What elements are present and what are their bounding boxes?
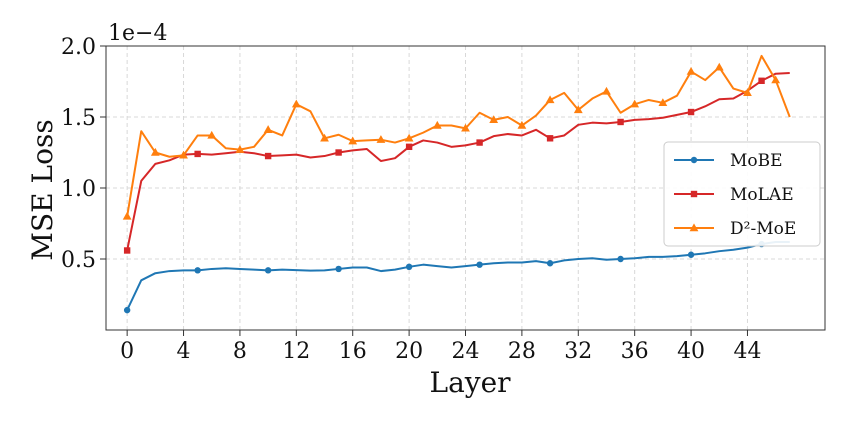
data-point-mobe <box>546 260 554 267</box>
data-point-d-moe <box>630 99 640 108</box>
data-point-d-moe <box>291 99 301 108</box>
data-point-d-moe <box>602 86 611 95</box>
data-point-d-moe <box>207 130 217 139</box>
x-tick-label: 28 <box>508 339 536 364</box>
y-tick-label: 1.0 <box>61 177 96 202</box>
data-point-d-moe <box>686 66 696 75</box>
x-tick-label: 0 <box>120 339 134 364</box>
data-point-d-moe <box>376 135 386 143</box>
data-point-d-moe <box>517 120 527 129</box>
x-tick-label: 44 <box>733 339 761 364</box>
data-point-d-moe <box>179 150 188 159</box>
x-tick-label: 8 <box>233 339 247 364</box>
data-point-molae <box>335 149 342 156</box>
data-point-d-moe <box>573 105 583 114</box>
legend-swatch-marker <box>689 223 699 232</box>
legend-label: MoBE <box>730 151 783 171</box>
data-point-d-moe <box>320 133 329 142</box>
data-point-mobe <box>405 263 413 271</box>
legend: MoBE MoLAE D²-MoE <box>663 141 821 247</box>
data-point-molae <box>546 135 554 142</box>
data-point-molae <box>405 143 413 151</box>
x-tick-label: 40 <box>677 339 705 364</box>
series-mobe <box>123 240 790 314</box>
series-d-moe <box>122 54 791 220</box>
data-point-d-moe <box>432 120 442 129</box>
data-point-d-moe <box>404 133 414 142</box>
data-point-d-moe <box>714 62 724 71</box>
series-lines <box>122 54 791 314</box>
data-point-d-moe <box>771 75 781 84</box>
legend-box <box>663 141 821 247</box>
y-axis-multiplier: 1e−4 <box>108 21 167 46</box>
data-point-molae <box>264 152 272 160</box>
axis-ticks: 0 4 8 12 16 20 24 28 32 36 40 44 0.5 1.0 1.5 2.0 <box>61 35 761 364</box>
x-axis-title: Layer <box>429 366 511 399</box>
series-line-mobe <box>126 240 790 311</box>
data-point-d-moe <box>235 145 245 153</box>
data-point-d-moe <box>489 115 499 124</box>
legend-item-mobe: MoBE <box>674 151 783 171</box>
data-point-mobe <box>194 267 201 274</box>
legend-swatch-marker <box>690 190 698 198</box>
data-point-mobe <box>264 267 272 274</box>
y-tick-label: 0.5 <box>61 248 96 273</box>
x-tick-label: 16 <box>339 339 367 364</box>
data-point-d-moe <box>461 123 470 132</box>
legend-swatch-marker <box>690 156 698 164</box>
data-point-d-moe <box>348 136 358 145</box>
data-point-mobe <box>335 265 342 273</box>
data-point-mobe <box>476 261 483 268</box>
data-point-d-moe <box>263 125 273 133</box>
data-point-molae <box>123 247 131 254</box>
data-point-molae <box>194 150 201 158</box>
data-point-mobe <box>687 251 695 258</box>
data-point-mobe <box>617 255 624 263</box>
data-point-molae <box>617 118 624 126</box>
legend-label: D²-MoE <box>730 219 796 239</box>
x-tick-label: 12 <box>282 339 310 364</box>
data-point-d-moe <box>743 88 752 97</box>
y-tick-label: 1.5 <box>61 106 96 131</box>
data-point-d-moe <box>150 147 160 156</box>
legend-item-molae: MoLAE <box>674 185 794 205</box>
y-axis-title: MSE Loss <box>26 119 59 260</box>
x-tick-label: 32 <box>564 339 592 364</box>
data-point-d-moe <box>658 98 668 106</box>
x-tick-label: 24 <box>452 339 480 364</box>
data-point-mobe <box>123 306 131 314</box>
data-point-molae <box>687 108 695 116</box>
x-tick-label: 36 <box>621 339 649 364</box>
legend-label: MoLAE <box>730 185 794 205</box>
y-tick-label: 2.0 <box>61 35 96 60</box>
data-point-molae <box>476 139 483 146</box>
data-point-d-moe <box>122 211 132 220</box>
data-point-molae <box>758 77 765 84</box>
data-point-d-moe <box>545 95 555 104</box>
x-tick-label: 4 <box>177 339 191 364</box>
legend-item-d-moe: D²-MoE <box>674 219 796 239</box>
x-tick-label: 20 <box>395 339 423 364</box>
